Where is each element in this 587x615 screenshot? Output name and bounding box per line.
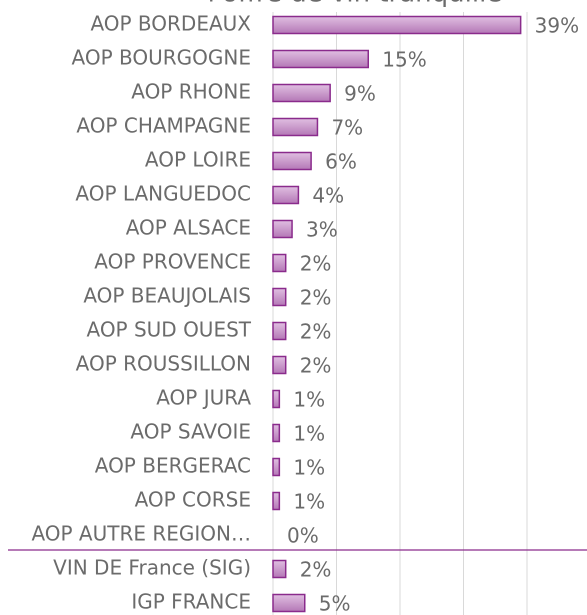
category-label: AOP CHAMPAGNE <box>76 114 251 138</box>
bar <box>272 151 312 171</box>
category-label: AOP BOURGOGNE <box>72 46 251 70</box>
bar <box>272 321 287 341</box>
value-label: 7% <box>331 116 363 140</box>
bar <box>272 49 369 69</box>
bar <box>272 287 287 307</box>
value-label: 2% <box>300 558 332 582</box>
value-label: 2% <box>300 286 332 310</box>
bar <box>272 423 281 443</box>
bar <box>272 355 287 375</box>
value-label: 3% <box>306 218 338 242</box>
value-label: 1% <box>293 422 325 446</box>
category-label: AOP SUD OUEST <box>86 318 251 342</box>
value-label: 2% <box>300 252 332 276</box>
category-label: AOP ROUSSILLON <box>76 352 251 376</box>
category-label: AOP LOIRE <box>145 148 251 172</box>
category-label: AOP PROVENCE <box>94 250 251 274</box>
value-label: 39% <box>535 14 579 38</box>
value-label: 1% <box>293 456 325 480</box>
chart-title: l'offre de vin tranquille <box>208 0 503 9</box>
bar <box>272 15 522 35</box>
category-label: AOP LANGUEDOC <box>75 182 251 206</box>
value-label: 15% <box>382 48 426 72</box>
bar <box>272 219 293 239</box>
value-label: 5% <box>319 592 351 615</box>
value-label: 2% <box>300 320 332 344</box>
category-label: VIN DE France (SIG) <box>53 556 251 580</box>
value-label: 0% <box>287 524 319 548</box>
category-label: AOP BERGERAC <box>95 454 251 478</box>
bar <box>272 389 281 409</box>
value-label: 1% <box>293 388 325 412</box>
bar <box>272 253 287 273</box>
category-label: AOP ALSACE <box>126 216 251 240</box>
value-label: 2% <box>300 354 332 378</box>
category-label: AOP RHONE <box>131 80 251 104</box>
bar <box>272 491 281 511</box>
bar <box>272 185 300 205</box>
bar <box>272 83 331 103</box>
value-label: 6% <box>325 150 357 174</box>
category-label: AOP BEAUJOLAIS <box>83 284 251 308</box>
category-label: AOP BORDEAUX <box>90 12 251 36</box>
value-label: 1% <box>293 490 325 514</box>
bar <box>272 559 287 579</box>
value-label: 4% <box>312 184 344 208</box>
bar <box>272 593 306 613</box>
category-label: IGP FRANCE <box>131 590 251 614</box>
category-label: AOP SAVOIE <box>130 420 251 444</box>
bar <box>272 117 319 137</box>
category-label: AOP JURA <box>156 386 251 410</box>
value-label: 9% <box>344 82 376 106</box>
category-label: AOP AUTRE REGION… <box>31 522 251 546</box>
category-label: AOP CORSE <box>135 488 251 512</box>
bar <box>272 457 281 477</box>
